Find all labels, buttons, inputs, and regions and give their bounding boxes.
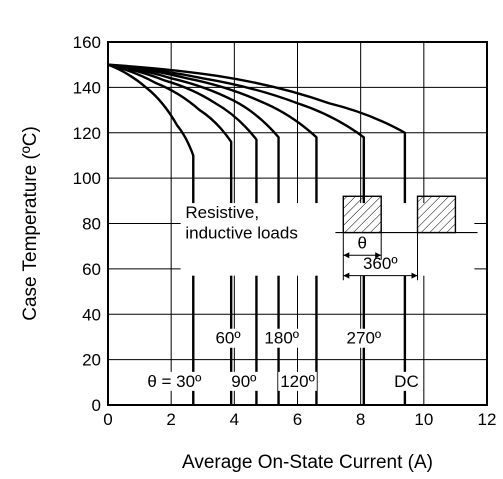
x-tick-label: 4 [230,410,239,429]
series-label: 90º [231,372,256,391]
x-tick-label: 12 [478,410,497,429]
series-line [107,63,258,405]
waveform-pulse-1 [342,195,382,234]
x-axis-title: Average On-State Current (A) [182,452,433,473]
y-tick-label: 160 [73,33,101,52]
series-line [107,63,280,405]
series-line [107,63,318,405]
arrowhead [375,252,382,259]
series-label-background [213,328,243,348]
series-label: 120º [280,372,315,391]
plot-frame [107,41,488,406]
series-line [107,63,233,405]
series-label: DC [394,372,419,391]
series-line [107,63,195,405]
arrowhead [343,252,350,259]
y-axis-title: Case Temperature (ºC) [20,126,41,321]
y-tick-label: 140 [73,78,101,97]
x-tick-label: 2 [166,410,175,429]
series-label-background [278,371,317,391]
series-label: 180º [264,329,299,348]
period-label: 360º [363,254,398,273]
series-line [107,63,407,405]
conduction-angle-inset: Resistive, inductive loads θ 360º [180,195,478,281]
series-label: 60º [215,329,240,348]
series-label-background [392,371,421,391]
series-label-background [344,328,384,348]
loads-label-line1: Resistive, [185,203,259,222]
y-tick-label: 40 [82,305,101,324]
loads-label-line2: inductive loads [185,224,297,243]
series-line [107,63,366,405]
series-label: 270º [347,329,382,348]
arrowhead [343,272,350,279]
y-tick-label: 120 [73,124,101,143]
theta-label: θ [358,233,367,252]
x-tick-label: 0 [103,410,112,429]
y-tick-label: 20 [82,351,101,370]
x-tick-label: 6 [293,410,302,429]
y-tick-label: 60 [82,260,101,279]
arrowhead [411,272,418,279]
series-lines [107,63,407,405]
y-tick-label: 0 [92,396,101,415]
series-label-background [262,328,301,348]
y-tick-label: 80 [82,215,101,234]
x-tick-label: 8 [356,410,365,429]
waveform-pulse-2 [416,195,457,234]
y-tick-label: 100 [73,169,101,188]
series-labels: θ = 30º 60º 90º 180º 120º 270º DC [145,328,421,391]
series-label-background [229,371,259,391]
x-tick-label: 10 [414,410,433,429]
series-label-background [145,371,204,391]
series-label: θ = 30º [147,372,201,391]
